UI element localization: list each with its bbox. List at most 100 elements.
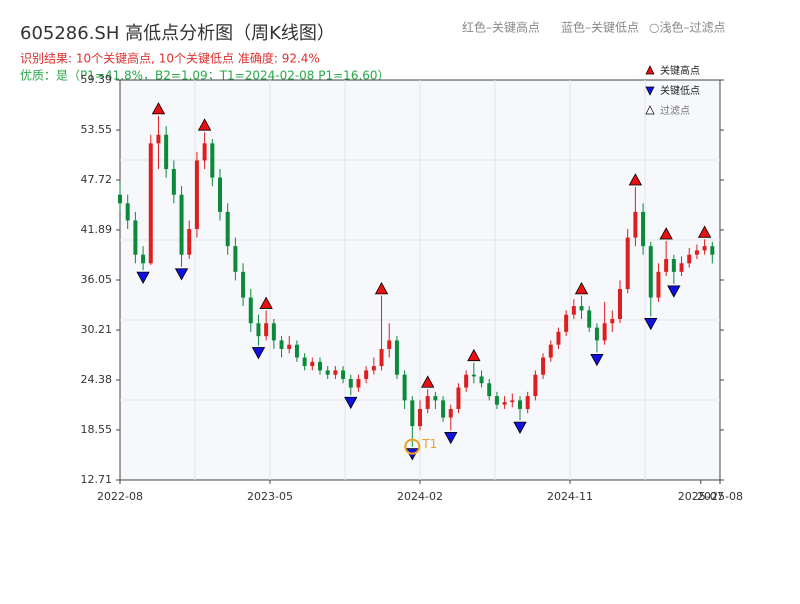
- candle-body: [656, 271, 661, 298]
- top-legend: ○浅色–过滤点: [649, 21, 725, 35]
- candle-body: [579, 306, 584, 311]
- x-tick-label: 2022-08: [97, 490, 143, 503]
- key-high-marker: [374, 282, 389, 295]
- legend-label: 关键低点: [660, 84, 700, 97]
- candle-body: [494, 396, 499, 405]
- key-high-marker: [151, 102, 166, 115]
- background-grid: [120, 80, 720, 480]
- candle-body: [571, 306, 576, 315]
- candle-body: [156, 134, 161, 144]
- candle-body: [294, 344, 299, 358]
- candle-body: [541, 357, 546, 375]
- top-legend: 蓝色–关键低点: [561, 21, 639, 35]
- candle-body: [518, 400, 522, 409]
- key-low-marker: [251, 347, 266, 360]
- y-tick-label: 18.55: [81, 423, 113, 436]
- x-tick-label: 2025-08: [697, 490, 743, 503]
- candle-body: [141, 254, 146, 264]
- candle-body: [356, 378, 361, 388]
- candle-body: [402, 374, 407, 401]
- candle-body: [164, 134, 169, 170]
- candle-body: [641, 211, 646, 247]
- chart-title: 605286.SH 高低点分析图（周K线图）: [20, 23, 335, 44]
- key-low-marker: [513, 421, 527, 434]
- candle-body: [118, 194, 122, 204]
- candle-body: [241, 271, 246, 298]
- y-tick-label: 30.21: [81, 323, 113, 336]
- x-tick-label: 2024-02: [397, 490, 443, 503]
- key-high-marker: [659, 227, 673, 240]
- key-high-marker: [574, 282, 589, 295]
- candle-body: [710, 246, 715, 255]
- x-tick-label: 2024-11: [547, 490, 593, 503]
- candle-body: [218, 177, 222, 212]
- candle-body: [325, 370, 330, 375]
- candle-body: [348, 378, 353, 388]
- y-tick-label: 12.71: [81, 473, 113, 486]
- candle-body: [256, 323, 261, 337]
- candle-body: [533, 374, 538, 397]
- candle-body: [618, 288, 622, 319]
- candle-body: [471, 374, 476, 377]
- candle-body: [202, 143, 207, 161]
- candle-body: [333, 370, 338, 375]
- candle-body: [602, 323, 607, 341]
- candle-body: [664, 259, 669, 272]
- y-tick-label: 59.39: [81, 73, 113, 86]
- candle-body: [310, 361, 315, 367]
- candle-body: [410, 400, 415, 427]
- candle-body: [702, 246, 707, 251]
- candle-body: [233, 246, 238, 272]
- candle-body: [625, 237, 630, 289]
- candle-body: [479, 376, 484, 384]
- y-tick-label: 24.38: [81, 373, 113, 386]
- candle-body: [671, 259, 676, 272]
- candle-body: [594, 327, 599, 341]
- candle-body: [679, 263, 684, 272]
- key-high-marker: [421, 375, 435, 388]
- inner-legend: 关键高点 关键低点 过滤点: [645, 64, 700, 117]
- candle-body: [171, 169, 176, 195]
- candle-body: [387, 340, 392, 349]
- key-low-marker: [136, 271, 150, 284]
- candle-body: [587, 310, 592, 328]
- candle-body: [194, 160, 199, 230]
- candle-body: [179, 194, 184, 255]
- candle-body: [610, 318, 615, 324]
- candle-body: [210, 143, 215, 178]
- candle-body: [302, 357, 307, 367]
- key-low-marker: [667, 285, 681, 298]
- quality-text: 优质：是（P1=41.8%，B2=1.09；T1=2024-02-08 P1=1…: [20, 69, 390, 83]
- candle-body: [125, 203, 130, 221]
- legend-label: 关键高点: [660, 64, 700, 77]
- candle-body: [525, 396, 530, 409]
- candle-body: [433, 396, 438, 401]
- y-tick-label: 36.05: [81, 273, 113, 286]
- candle-body: [341, 370, 346, 379]
- candle-body: [556, 331, 561, 345]
- candle-body: [279, 340, 284, 349]
- key-high-marker: [628, 173, 643, 186]
- candle-body: [694, 250, 699, 255]
- x-tick-label: 2025-07: [678, 490, 724, 503]
- key-low-marker: [344, 396, 358, 410]
- x-tick-label: 2023-05: [247, 490, 293, 503]
- candle-body: [441, 400, 446, 418]
- annotation-circle: [404, 438, 421, 455]
- key-low-marker: [644, 318, 658, 331]
- candle-body: [394, 340, 399, 375]
- candle-body: [687, 254, 692, 264]
- top-legend: 红色–关键高点: [462, 20, 540, 35]
- candle-body: [548, 344, 553, 358]
- candle-body: [225, 211, 230, 247]
- candle-body: [371, 366, 376, 371]
- y-tick-label: 41.89: [81, 223, 113, 236]
- result-text: 识别结果: 10个关键高点, 10个关键低点 准确度: 92.4%: [20, 51, 320, 66]
- key-high-marker: [197, 118, 212, 131]
- candle-body: [364, 370, 369, 379]
- candle-body: [487, 383, 492, 397]
- key-low-marker: [590, 354, 604, 367]
- key-high-marker: [259, 296, 273, 309]
- candle-body: [510, 400, 515, 403]
